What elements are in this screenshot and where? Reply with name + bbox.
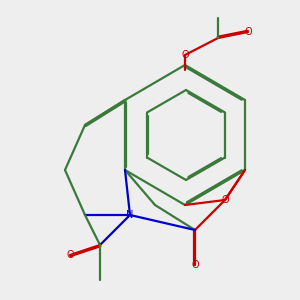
Text: O: O <box>66 250 74 260</box>
Text: O: O <box>244 27 252 37</box>
Text: O: O <box>221 195 229 205</box>
Text: O: O <box>181 50 189 60</box>
Text: N: N <box>126 210 134 220</box>
Text: O: O <box>191 260 199 270</box>
